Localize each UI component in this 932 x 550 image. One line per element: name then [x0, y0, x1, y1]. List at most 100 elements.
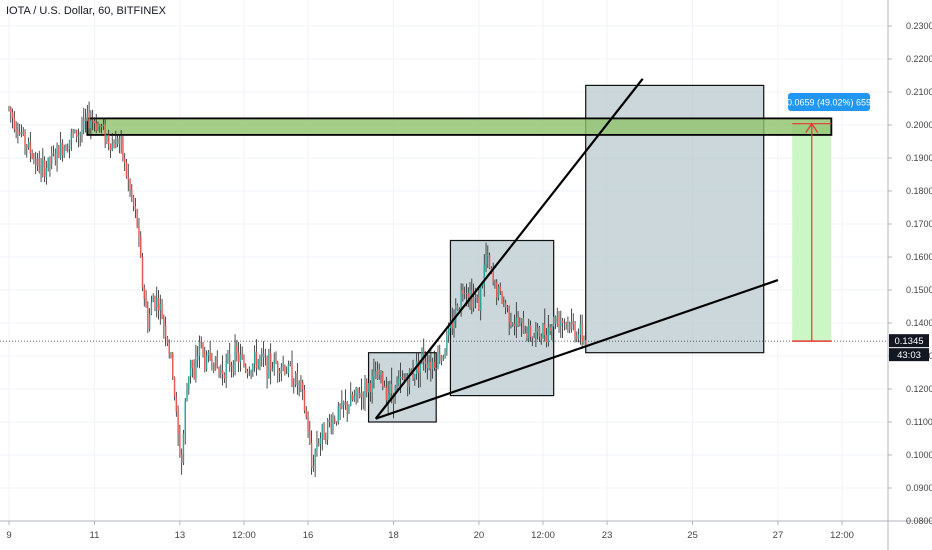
candle-body [334, 419, 336, 422]
candle-body [362, 392, 364, 399]
y-tick-label: 0.1500 [906, 285, 932, 295]
candle-body [348, 406, 350, 411]
candle-body [310, 442, 313, 469]
candle-body [374, 371, 377, 379]
candle-body [383, 385, 386, 388]
x-tick-label: 18 [388, 530, 399, 541]
candle-body [499, 286, 501, 292]
candle-body [298, 381, 300, 386]
candle-body [81, 129, 83, 134]
candle-body [227, 354, 229, 361]
candle-body [27, 142, 30, 148]
candle-body [141, 256, 144, 288]
candle-body [54, 153, 56, 161]
candle-body [79, 133, 81, 135]
candle-body [344, 402, 347, 405]
candle-body [173, 377, 176, 397]
candle-body [412, 374, 414, 379]
trendline-2 [375, 279, 779, 420]
candle-body [262, 353, 265, 358]
candle-body [49, 157, 51, 164]
resistance-zone [86, 117, 833, 136]
candle-body [277, 363, 279, 371]
candle-body [214, 356, 217, 371]
candle-body [118, 138, 121, 145]
candle-body [70, 132, 72, 140]
candle-body [355, 387, 357, 396]
candle-body [234, 346, 236, 373]
candle-body [170, 353, 172, 355]
candle-body [83, 118, 85, 130]
candle-body [246, 371, 249, 374]
candle-body [451, 321, 453, 329]
candle-body [367, 383, 370, 393]
candle-body [487, 254, 489, 256]
candle-body [259, 357, 261, 360]
candle-body [371, 376, 373, 393]
candle-body [148, 313, 151, 330]
candle-body [519, 322, 521, 326]
candle-body [437, 353, 439, 369]
candle-body [504, 302, 507, 308]
candle-body [364, 381, 366, 399]
candle-body [152, 296, 154, 303]
candle-body [456, 305, 459, 311]
candle-body [253, 351, 256, 365]
candle-body [159, 303, 161, 311]
candle-body [339, 406, 341, 408]
candle-body [51, 153, 53, 164]
y-tick-label: 0.1100 [906, 417, 932, 427]
candle-body [392, 393, 395, 404]
candle-body [357, 387, 359, 394]
candle-body [321, 424, 323, 439]
candle-body [90, 120, 92, 129]
candle-body [245, 365, 247, 372]
candle-body [261, 353, 263, 358]
candle-body [202, 342, 204, 353]
candle-body [65, 146, 67, 152]
y-tick-label: 0.2200 [906, 54, 932, 64]
candle-body [38, 158, 40, 173]
candle-body [184, 401, 186, 434]
candle-body [230, 365, 233, 368]
candle-body [129, 179, 131, 190]
candle-body [433, 361, 436, 368]
candle-body [45, 167, 48, 178]
candle-body [426, 363, 428, 369]
pattern-box-2 [449, 239, 555, 397]
x-tick-label: 23 [602, 530, 613, 541]
candle-body [287, 364, 290, 374]
candle-body [120, 136, 122, 139]
candle-body [77, 134, 80, 137]
candle-body [535, 331, 537, 337]
candle-body [358, 393, 361, 398]
candle-body [585, 339, 587, 346]
candle-body [132, 196, 135, 207]
candle-body [36, 158, 39, 166]
projection-arrow-head [805, 122, 819, 134]
candle-body [42, 160, 44, 167]
candle-body [323, 424, 325, 440]
candle-body [154, 296, 156, 308]
candle-body [512, 323, 514, 326]
candle-body [380, 372, 382, 375]
y-tick-label: 0.1800 [906, 186, 932, 196]
candle-body [431, 361, 434, 370]
y-tick-label: 0.2100 [906, 87, 932, 97]
candle-body [528, 325, 530, 338]
candle-body [207, 352, 210, 356]
candle-body [86, 113, 89, 122]
candle-body [330, 422, 332, 430]
candle-body [56, 145, 58, 161]
candle-body [88, 113, 90, 129]
y-tick-label: 0.1000 [906, 450, 932, 460]
candle-body [67, 149, 69, 152]
x-tick-label: 16 [303, 530, 314, 541]
candle-body [389, 383, 391, 394]
candle-body [20, 132, 23, 134]
candle-body [524, 333, 526, 334]
candle-body [407, 379, 409, 387]
candle-body [200, 341, 202, 343]
